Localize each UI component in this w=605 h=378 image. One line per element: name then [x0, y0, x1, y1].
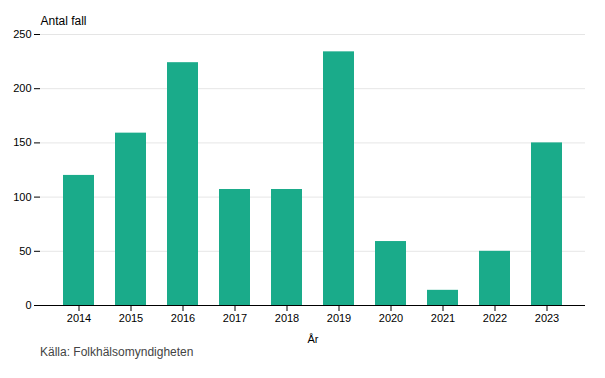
svg-text:50: 50: [19, 245, 31, 257]
svg-text:200: 200: [13, 82, 31, 94]
svg-text:2017: 2017: [223, 312, 247, 324]
svg-text:2018: 2018: [275, 312, 299, 324]
svg-text:150: 150: [13, 136, 31, 148]
svg-text:2015: 2015: [119, 312, 143, 324]
svg-text:100: 100: [13, 191, 31, 203]
svg-text:2014: 2014: [67, 312, 91, 324]
svg-text:2021: 2021: [431, 312, 455, 324]
svg-text:År: År: [308, 333, 319, 345]
svg-text:Antal fall: Antal fall: [41, 14, 87, 28]
html-text:Källa: Folkhälsomyndigheten: Källa: Folkhälsomyndigheten: [40, 345, 194, 359]
svg-text:2016: 2016: [171, 312, 195, 324]
svg-text:2020: 2020: [379, 312, 403, 324]
svg-text:2022: 2022: [483, 312, 507, 324]
svg-text:250: 250: [13, 28, 31, 40]
svg-text:0: 0: [25, 299, 31, 311]
svg-text:2019: 2019: [327, 312, 351, 324]
svg-text:2023: 2023: [535, 312, 559, 324]
